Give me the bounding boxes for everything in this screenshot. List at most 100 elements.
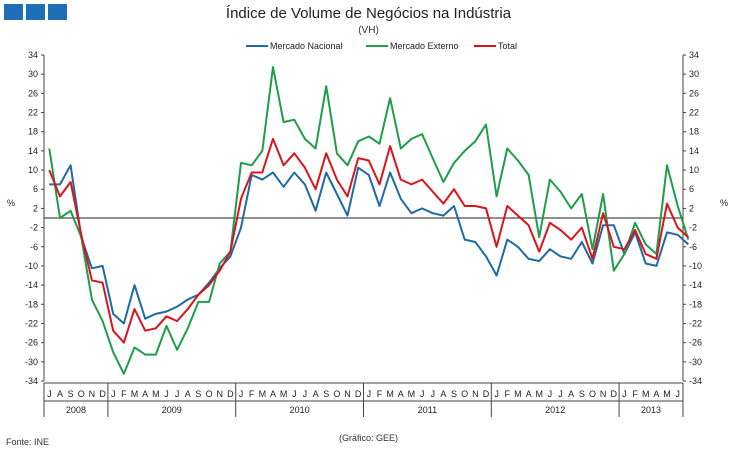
x-tick-label-month: A bbox=[568, 389, 574, 399]
legend-label-total: Total bbox=[498, 41, 517, 51]
y-tick-label-right: 18 bbox=[689, 127, 699, 137]
x-tick-label-month: F bbox=[377, 389, 383, 399]
x-tick-label-month: D bbox=[227, 389, 234, 399]
y-tick-label-left: 34 bbox=[28, 50, 38, 60]
source-note: Fonte: INE bbox=[6, 437, 50, 447]
x-tick-label-year: 2008 bbox=[66, 405, 86, 415]
y-tick-label-left: 26 bbox=[28, 88, 38, 98]
x-tick-label-year: 2011 bbox=[418, 405, 437, 415]
chart-credit: (Gráfico: GEE) bbox=[338, 433, 398, 443]
x-tick-label-month: J bbox=[47, 389, 52, 399]
y-tick-label-left: -34 bbox=[25, 376, 38, 386]
x-tick-label-month: J bbox=[622, 389, 627, 399]
x-tick-label-month: F bbox=[505, 389, 511, 399]
y-tick-label-right: 6 bbox=[689, 184, 694, 194]
x-tick-label-month: A bbox=[142, 389, 148, 399]
x-tick-label-month: J bbox=[558, 389, 563, 399]
y-tick-label-right: -2 bbox=[689, 223, 697, 233]
legend-label-mercado-externo: Mercado Externo bbox=[390, 41, 459, 51]
x-tick-label-month: A bbox=[185, 389, 191, 399]
x-tick-label-month: O bbox=[78, 389, 85, 399]
y-tick-label-right: -18 bbox=[689, 299, 702, 309]
y-tick-label-right: -10 bbox=[689, 261, 702, 271]
x-tick-label-month: M bbox=[386, 389, 394, 399]
x-tick-label-month: M bbox=[663, 389, 671, 399]
y-tick-label-right: -34 bbox=[689, 376, 702, 386]
y-tick-label-left: 10 bbox=[28, 165, 38, 175]
y-tick-label-left: -10 bbox=[25, 261, 38, 271]
x-tick-label-month: A bbox=[398, 389, 404, 399]
x-tick-label-month: J bbox=[111, 389, 116, 399]
x-tick-label-year: 2010 bbox=[290, 405, 310, 415]
y-tick-label-right: -30 bbox=[689, 357, 702, 367]
y-tick-label-right: 26 bbox=[689, 88, 699, 98]
x-tick-label-month: M bbox=[535, 389, 543, 399]
x-tick-label-year: 2009 bbox=[162, 405, 182, 415]
chart-subtitle: (VH) bbox=[358, 25, 379, 36]
logo-block bbox=[48, 4, 67, 20]
y-tick-label-right: -26 bbox=[689, 338, 702, 348]
x-tick-label-month: J bbox=[494, 389, 499, 399]
y-tick-label-left: -30 bbox=[25, 357, 38, 367]
x-tick-label-month: J bbox=[420, 389, 425, 399]
x-tick-label-month: M bbox=[408, 389, 416, 399]
y-tick-label-right: 2 bbox=[689, 203, 694, 213]
y-tick-label-left: 2 bbox=[33, 203, 38, 213]
y-tick-label-left: 6 bbox=[33, 184, 38, 194]
x-tick-label-month: M bbox=[514, 389, 522, 399]
x-tick-label-month: J bbox=[675, 389, 680, 399]
x-tick-label-month: S bbox=[323, 389, 329, 399]
y-tick-label-left: 22 bbox=[28, 108, 38, 118]
y-tick-label-left: 18 bbox=[28, 127, 38, 137]
x-tick-label-month: M bbox=[280, 389, 288, 399]
y-tick-label-left: 14 bbox=[28, 146, 38, 156]
x-tick-label-year: 2012 bbox=[545, 405, 565, 415]
logo-block bbox=[26, 4, 45, 20]
x-tick-label-month: O bbox=[589, 389, 596, 399]
x-tick-label-month: M bbox=[152, 389, 160, 399]
x-tick-label-month: M bbox=[259, 389, 267, 399]
x-tick-label-month: N bbox=[344, 389, 351, 399]
x-tick-label-month: J bbox=[164, 389, 169, 399]
publisher-logo bbox=[4, 4, 67, 20]
x-tick-label-month: J bbox=[239, 389, 244, 399]
x-tick-label-month: A bbox=[526, 389, 532, 399]
logo-block bbox=[4, 4, 23, 20]
y-tick-label-right: 34 bbox=[689, 50, 699, 60]
x-tick-label-month: N bbox=[600, 389, 607, 399]
x-tick-label-year: 2013 bbox=[641, 405, 661, 415]
x-tick-label-month: N bbox=[472, 389, 479, 399]
x-tick-label-month: D bbox=[99, 389, 106, 399]
y-tick-label-right: 30 bbox=[689, 69, 699, 79]
x-tick-label-month: S bbox=[68, 389, 74, 399]
series-line-mercado-nacional bbox=[49, 164, 689, 325]
y-tick-label-left: -18 bbox=[25, 299, 38, 309]
x-tick-label-month: F bbox=[249, 389, 255, 399]
x-tick-label-month: A bbox=[270, 389, 276, 399]
x-tick-label-month: N bbox=[216, 389, 223, 399]
x-tick-label-month: O bbox=[206, 389, 213, 399]
x-tick-label-month: S bbox=[195, 389, 201, 399]
y-tick-label-right: -14 bbox=[689, 280, 702, 290]
x-tick-label-month: D bbox=[483, 389, 490, 399]
x-tick-label-month: A bbox=[440, 389, 446, 399]
x-tick-label-month: J bbox=[548, 389, 553, 399]
x-tick-label-month: J bbox=[292, 389, 297, 399]
y-tick-label-left: -14 bbox=[25, 280, 38, 290]
y-axis-label-left: % bbox=[7, 198, 15, 208]
legend-label-mercado-nacional: Mercado Nacional bbox=[270, 41, 343, 51]
y-tick-label-left: -6 bbox=[30, 242, 38, 252]
y-axis-label-right: % bbox=[720, 198, 728, 208]
series-line-total bbox=[48, 137, 689, 344]
y-tick-label-left: -26 bbox=[25, 338, 38, 348]
series-line-mercado-externo bbox=[48, 66, 690, 375]
x-tick-label-month: O bbox=[333, 389, 340, 399]
x-tick-label-month: N bbox=[89, 389, 96, 399]
y-tick-label-right: 10 bbox=[689, 165, 699, 175]
x-tick-label-month: O bbox=[461, 389, 468, 399]
x-tick-label-month: A bbox=[313, 389, 319, 399]
x-tick-label-month: J bbox=[303, 389, 308, 399]
x-tick-label-month: J bbox=[367, 389, 372, 399]
x-tick-label-month: S bbox=[451, 389, 457, 399]
x-tick-label-month: F bbox=[632, 389, 638, 399]
